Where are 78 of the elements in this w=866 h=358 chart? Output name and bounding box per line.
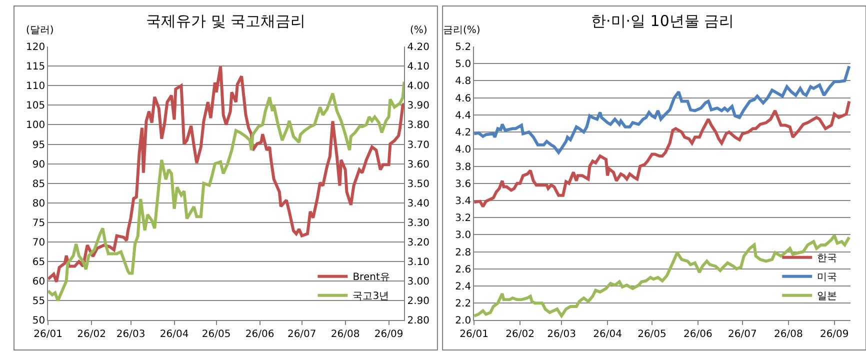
y2-tick-label: 2.80 <box>407 316 430 327</box>
y2-tick-label: 3.70 <box>407 140 430 151</box>
y-tick-label: 60 <box>32 276 46 288</box>
x-tick-label: 26/06 <box>684 329 712 340</box>
y-tick-label: 4.6 <box>455 93 472 104</box>
y-tick-label: 3.0 <box>455 230 472 242</box>
y2-tick-label: 3.10 <box>407 257 430 268</box>
y-tick-label: 4.0 <box>455 144 472 156</box>
y2-tick-label: 4.10 <box>407 62 430 73</box>
y2-tick-label: 3.50 <box>407 178 430 190</box>
y-tick-label: 55 <box>32 296 46 308</box>
y-tick-label: 75 <box>32 218 46 229</box>
y-tick-label: 95 <box>32 140 46 151</box>
y-tick-label: 5.2 <box>455 42 472 54</box>
line-series <box>474 234 851 318</box>
x-tick-label: 26/08 <box>774 329 803 340</box>
chart-title: 한·미·일 10년물 금리 <box>591 12 734 30</box>
x-tick-label: 26/05 <box>638 329 666 340</box>
y2-tick-label: 3.20 <box>407 238 430 249</box>
y2-tick-label: 3.30 <box>407 218 430 229</box>
legend-label: 한국 <box>817 253 838 264</box>
x-tick-label: 26/06 <box>245 329 274 340</box>
y2-axis-title: (%) <box>410 25 428 36</box>
x-tick-label: 26/05 <box>202 329 231 340</box>
y-tick-label: 3.4 <box>455 196 472 207</box>
y-tick-label: 2.0 <box>455 316 472 327</box>
x-tick-label: 26/04 <box>593 329 622 340</box>
x-tick-label: 26/02 <box>77 329 106 340</box>
y2-tick-label: 3.90 <box>407 100 430 112</box>
x-tick-label: 26/09 <box>820 329 849 340</box>
x-tick-label: 26/03 <box>116 329 146 340</box>
y-tick-label: 4.8 <box>455 76 472 88</box>
legend-label: Brent유 <box>352 272 390 284</box>
y-tick-label: 105 <box>26 100 46 112</box>
y-tick-label: 2.8 <box>455 247 472 258</box>
y-axis-title: 금리(%) <box>443 25 480 36</box>
y-tick-label: 115 <box>26 62 46 73</box>
line-series <box>474 100 851 208</box>
chart-title: 국제유가 및 국고채금리 <box>146 12 306 30</box>
x-tick-label: 26/03 <box>547 329 576 340</box>
y-tick-label: 2.6 <box>455 264 472 276</box>
y2-tick-label: 3.40 <box>407 198 430 210</box>
y2-tick-label: 2.90 <box>407 296 430 308</box>
y-axis-title: (달러) <box>26 25 54 36</box>
y-tick-label: 90 <box>32 159 46 170</box>
y2-tick-label: 4.00 <box>407 81 430 92</box>
y-tick-label: 2.4 <box>455 282 472 292</box>
x-tick-label: 26/02 <box>506 329 534 340</box>
y-tick-label: 3.2 <box>455 213 472 224</box>
y-tick-label: 80 <box>32 198 46 210</box>
legend-label: 일본 <box>817 291 838 302</box>
y-tick-label: 65 <box>32 257 46 268</box>
y2-tick-label: 4.20 <box>407 42 430 54</box>
y-tick-label: 5.0 <box>455 59 472 70</box>
line-series <box>474 64 851 154</box>
y2-tick-label: 3.00 <box>407 276 430 288</box>
legend-label: 미국 <box>817 272 838 284</box>
x-tick-label: 26/01 <box>34 329 62 340</box>
y-tick-label: 3.6 <box>455 178 472 190</box>
x-tick-label: 26/07 <box>287 329 316 340</box>
y-tick-label: 120 <box>26 42 46 54</box>
y2-tick-label: 3.80 <box>407 120 430 132</box>
y-tick-label: 70 <box>32 238 46 249</box>
y-tick-label: 85 <box>32 178 46 190</box>
x-tick-label: 26/04 <box>160 329 189 340</box>
y-tick-label: 4.2 <box>455 128 472 139</box>
legend-label: 국고3년 <box>352 291 390 302</box>
y2-tick-label: 3.60 <box>407 159 430 170</box>
y-tick-label: 50 <box>32 316 46 327</box>
y-tick-label: 110 <box>26 81 46 92</box>
y-tick-label: 4.4 <box>455 110 472 122</box>
y-tick-label: 2.2 <box>455 298 472 310</box>
x-tick-label: 26/08 <box>330 329 360 340</box>
x-tick-label: 26/01 <box>460 329 488 340</box>
y-tick-label: 100 <box>26 120 46 132</box>
x-tick-label: 26/09 <box>374 329 404 340</box>
x-tick-label: 26/07 <box>728 329 757 340</box>
y-tick-label: 3.8 <box>455 162 472 173</box>
